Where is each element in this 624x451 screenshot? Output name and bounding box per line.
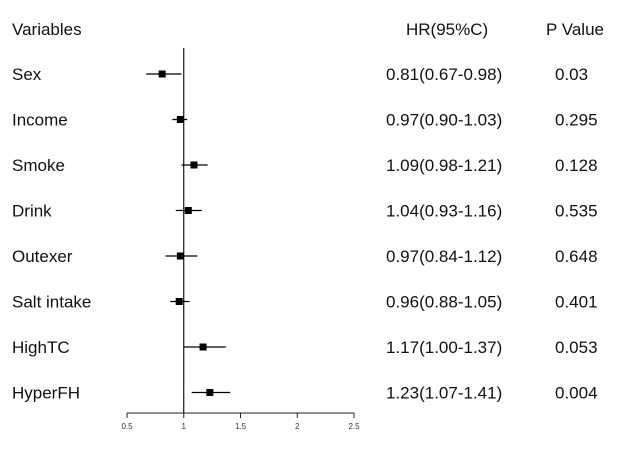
row-hr-text: 1.17(1.00-1.37) [386, 338, 502, 357]
row-p-value: 0.648 [555, 247, 598, 266]
hr-point [158, 70, 166, 78]
hr-point [176, 116, 184, 123]
forest-row: Drink 1.04(0.93-1.16) 0.535 [12, 202, 598, 221]
row-hr-text: 0.96(0.88-1.05) [386, 293, 502, 312]
header-pvalue: P Value [546, 20, 604, 39]
x-axis: 0.5 1 1.5 2 2.5 [121, 48, 360, 431]
hr-point [175, 298, 183, 305]
row-hr-text: 0.81(0.67-0.98) [386, 65, 502, 84]
row-p-value: 0.401 [555, 293, 598, 312]
x-tick-label: 1.5 [235, 422, 247, 431]
row-p-value: 0.535 [555, 202, 598, 221]
forest-rows: Sex 0.81(0.67-0.98) 0.03 Income 0.97(0.90-1.… [12, 65, 598, 403]
x-tick-label: 2 [295, 422, 300, 431]
forest-row: Sex 0.81(0.67-0.98) 0.03 [12, 65, 588, 84]
row-hr-text: 1.04(0.93-1.16) [386, 202, 502, 221]
header-hr: HR(95%C) [406, 20, 488, 39]
hr-point [184, 207, 192, 214]
header-variables: Variables [12, 20, 82, 39]
row-p-value: 0.03 [555, 65, 588, 84]
row-p-value: 0.295 [555, 111, 598, 130]
row-variable-label: HighTC [12, 338, 70, 357]
hr-point [199, 343, 207, 351]
row-hr-text: 1.23(1.07-1.41) [386, 384, 502, 403]
row-variable-label: HyperFH [12, 384, 80, 403]
forest-row: Outexer 0.97(0.84-1.12) 0.648 [12, 247, 598, 266]
forest-row: HyperFH 1.23(1.07-1.41) 0.004 [12, 384, 598, 403]
row-hr-text: 0.97(0.90-1.03) [386, 111, 502, 130]
row-p-value: 0.128 [555, 156, 598, 175]
forest-row: Income 0.97(0.90-1.03) 0.295 [12, 111, 598, 130]
row-variable-label: Sex [12, 65, 42, 84]
row-p-value: 0.004 [555, 384, 598, 403]
x-tick-label: 0.5 [121, 422, 133, 431]
x-tick-label: 1 [182, 422, 187, 431]
row-hr-text: 0.97(0.84-1.12) [386, 247, 502, 266]
hr-point [206, 389, 214, 396]
forest-row: Salt intake 0.96(0.88-1.05) 0.401 [12, 293, 598, 312]
row-variable-label: Salt intake [12, 293, 91, 312]
forest-row: Smoke 1.09(0.98-1.21) 0.128 [12, 156, 598, 175]
hr-point [176, 252, 184, 260]
row-variable-label: Smoke [12, 156, 65, 175]
row-variable-label: Income [12, 111, 68, 130]
forest-row: HighTC 1.17(1.00-1.37) 0.053 [12, 338, 598, 357]
row-variable-label: Drink [12, 202, 52, 221]
row-variable-label: Outexer [12, 247, 73, 266]
hr-point [190, 161, 198, 169]
row-hr-text: 1.09(0.98-1.21) [386, 156, 502, 175]
x-tick-label: 2.5 [348, 422, 360, 431]
row-p-value: 0.053 [555, 338, 598, 357]
